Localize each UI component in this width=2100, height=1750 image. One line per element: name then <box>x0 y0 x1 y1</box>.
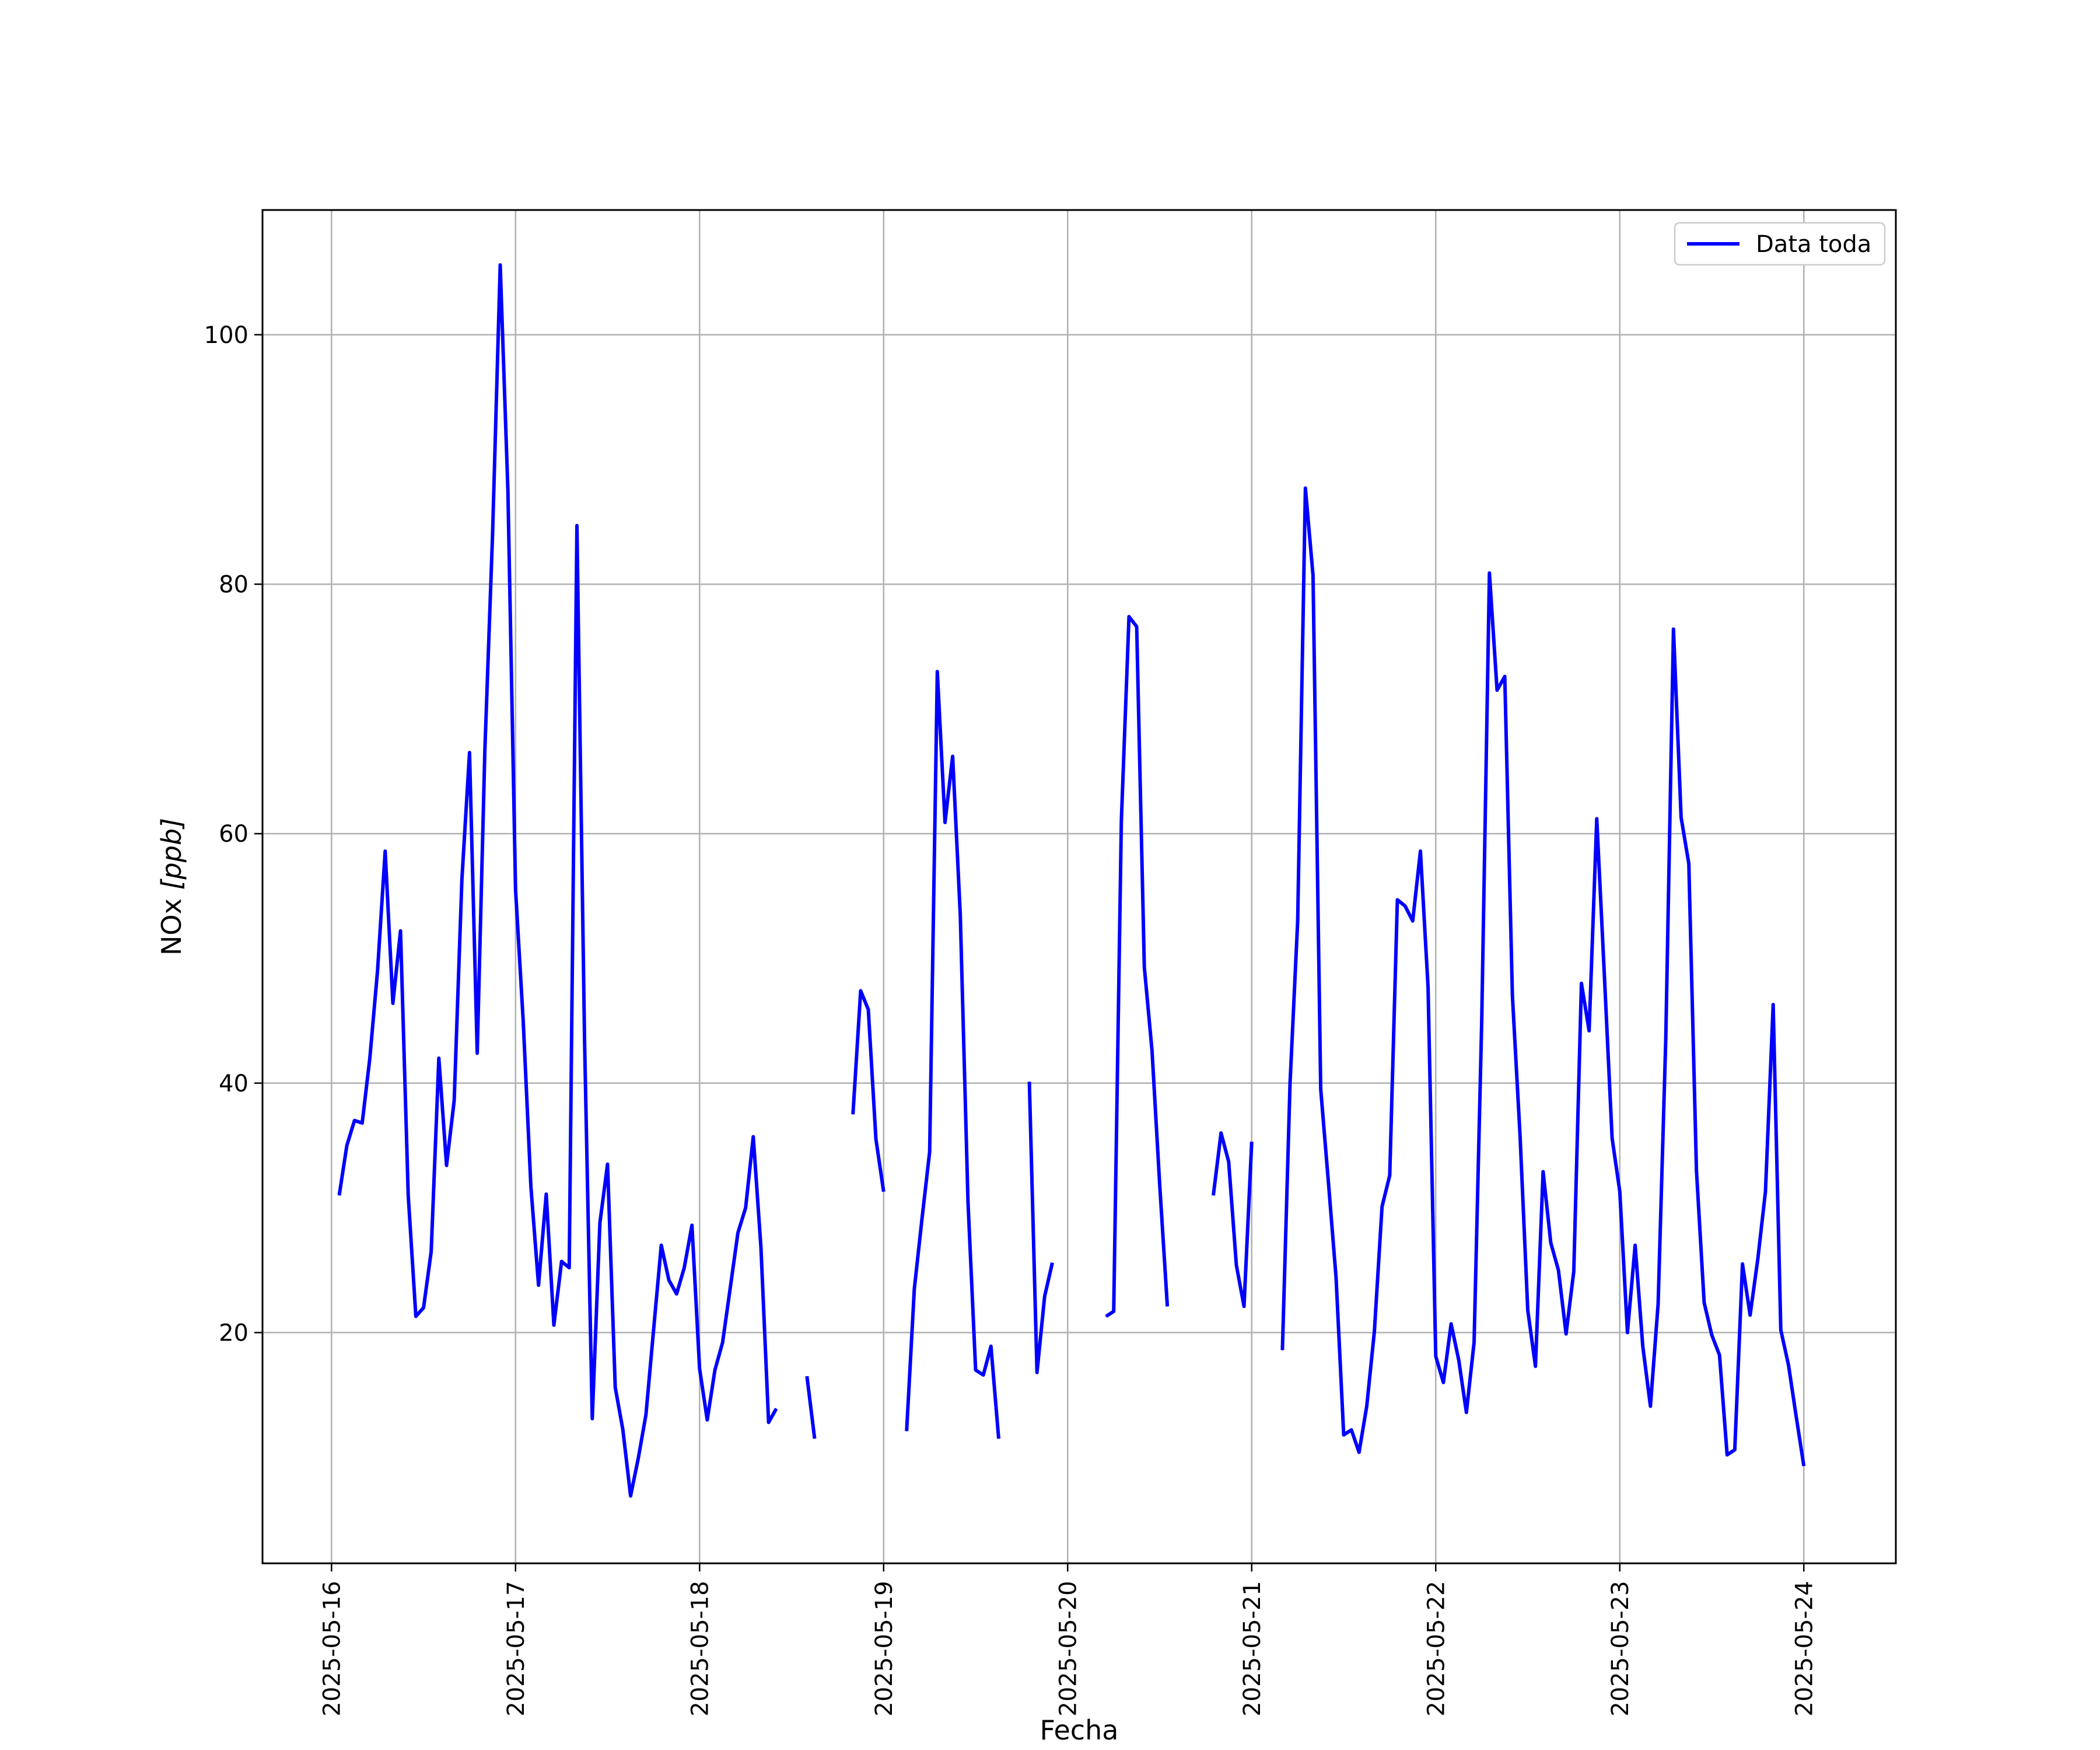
data-point <box>1167 1306 1168 1307</box>
data-point <box>883 1191 884 1192</box>
data-point <box>1228 1161 1229 1163</box>
data-point <box>1665 1039 1667 1040</box>
plot-area-frame <box>261 209 1897 1564</box>
x-axis-label: Fecha <box>1040 1714 1119 1746</box>
y-tick-label: 100 <box>204 322 249 349</box>
data-point <box>576 525 578 526</box>
data-point <box>469 752 470 753</box>
x-tick-label: 2025-05-22 <box>1423 1581 1450 1716</box>
y-axis-label-unit: [ppb] <box>156 818 187 890</box>
series-line-segment <box>1212 1131 1254 1308</box>
data-point <box>998 1438 999 1439</box>
data-point <box>592 1418 593 1419</box>
series-line-segment <box>805 1376 817 1439</box>
data-point <box>638 1458 639 1459</box>
x-tick-label: 2025-05-21 <box>1239 1581 1266 1716</box>
y-tick-label: 80 <box>219 571 249 598</box>
data-point <box>346 1145 348 1146</box>
data-point <box>538 1284 539 1286</box>
data-point <box>1427 986 1429 988</box>
data-point <box>1105 1316 1107 1317</box>
x-tick-label: 2025-05-24 <box>1791 1581 1818 1716</box>
y-axis-ticks: 20 40 60 80 100 <box>204 322 262 1346</box>
series-line-segment <box>1027 1082 1054 1374</box>
data-point <box>1542 1171 1544 1172</box>
data-point <box>1627 1332 1628 1333</box>
data-point <box>384 850 386 852</box>
data-point <box>1044 1296 1045 1297</box>
data-point <box>752 1136 754 1138</box>
x-tick-label: 2025-05-16 <box>318 1581 345 1716</box>
data-point <box>653 1329 654 1331</box>
data-point <box>1312 575 1314 576</box>
x-tick-label: 2025-05-17 <box>503 1581 530 1716</box>
series-line-segment <box>337 263 778 1498</box>
y-axis-label-base: NOx <box>156 890 187 956</box>
y-axis-label: NOx [ppb] <box>156 818 187 956</box>
data-point <box>814 1438 816 1439</box>
y-tick-label: 60 <box>219 821 249 848</box>
data-point <box>415 1316 416 1317</box>
data-point <box>768 1422 769 1423</box>
data-point <box>1374 1331 1375 1332</box>
grid <box>262 210 1896 1563</box>
data-point <box>400 930 401 932</box>
data-point <box>1573 1271 1574 1272</box>
data-point <box>1719 1354 1720 1356</box>
x-tick-label: 2025-05-23 <box>1607 1581 1634 1716</box>
data-point <box>1696 1170 1697 1171</box>
data-point <box>354 1120 355 1121</box>
x-tick-label: 2025-05-20 <box>1055 1581 1082 1716</box>
data-point <box>722 1342 723 1343</box>
data-point <box>1504 676 1506 677</box>
data-point <box>561 1261 562 1262</box>
x-tick-label: 2025-05-18 <box>687 1581 713 1716</box>
data-point <box>430 1251 432 1252</box>
x-tick-label: 2025-05-19 <box>871 1581 898 1716</box>
data-point <box>983 1374 984 1376</box>
data-point <box>1136 626 1138 627</box>
data-point <box>545 1194 547 1195</box>
legend-box <box>1674 222 1886 266</box>
data-point <box>1343 1434 1345 1436</box>
data-point <box>1588 1030 1590 1031</box>
data-point <box>1765 1191 1766 1192</box>
series-data-toda <box>337 263 1806 1498</box>
data-point <box>1535 1366 1536 1367</box>
data-point <box>1619 1191 1620 1192</box>
data-point <box>338 1195 340 1196</box>
data-point <box>477 1052 478 1054</box>
legend-label: Data toda <box>1756 231 1871 258</box>
data-point <box>1550 1242 1552 1244</box>
y-tick-label: 40 <box>219 1070 249 1097</box>
data-point <box>699 1368 700 1369</box>
data-point <box>446 1165 447 1166</box>
legend: Data toda <box>1674 222 1886 266</box>
data-point <box>1780 1329 1782 1331</box>
data-point <box>867 1009 869 1010</box>
data-point <box>1328 1181 1329 1182</box>
y-tick-label: 20 <box>219 1320 249 1346</box>
x-axis-ticks: 2025-05-16 2025-05-17 2025-05-18 2025-05-19… <box>318 1563 1818 1716</box>
